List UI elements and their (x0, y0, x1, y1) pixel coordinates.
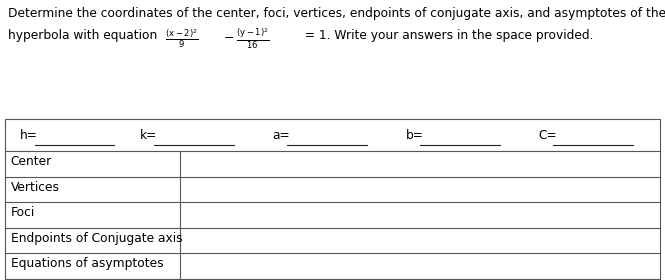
Text: a=: a= (273, 129, 291, 142)
Text: = 1. Write your answers in the space provided.: = 1. Write your answers in the space pro… (301, 29, 594, 42)
Text: Center: Center (11, 155, 52, 168)
Bar (5, 119, 660, 279)
Text: C=: C= (539, 129, 557, 142)
Text: hyperbola with equation: hyperbola with equation (8, 29, 161, 42)
Text: Vertices: Vertices (11, 181, 60, 194)
Text: $\mathregular{\frac{(y-1)^2}{16}}$: $\mathregular{\frac{(y-1)^2}{16}}$ (236, 27, 270, 51)
Text: Endpoints of Conjugate axis: Endpoints of Conjugate axis (11, 232, 182, 245)
Text: $-$: $-$ (223, 29, 235, 42)
Text: Foci: Foci (11, 206, 35, 219)
Text: b=: b= (406, 129, 424, 142)
Text: k=: k= (140, 129, 157, 142)
Text: h=: h= (20, 129, 38, 142)
Text: $\mathregular{\frac{(x-2)^2}{9}}$: $\mathregular{\frac{(x-2)^2}{9}}$ (165, 27, 199, 50)
Text: Determine the coordinates of the center, foci, vertices, endpoints of conjugate : Determine the coordinates of the center,… (8, 7, 665, 20)
Text: Equations of asymptotes: Equations of asymptotes (11, 257, 164, 270)
